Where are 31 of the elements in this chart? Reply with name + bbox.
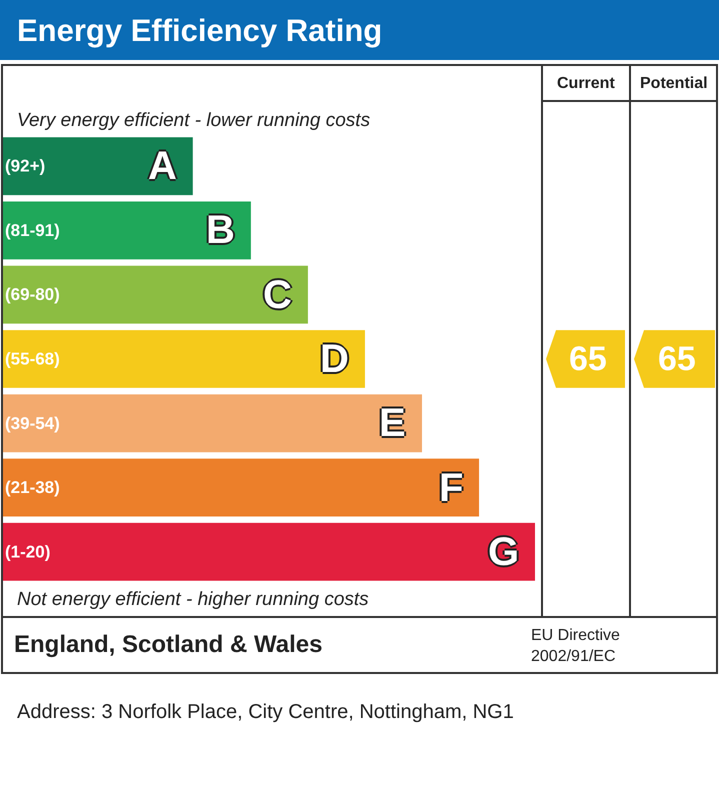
bar — [2, 522, 535, 581]
y-tick-label: (69-80) — [5, 285, 60, 304]
annotation: D — [320, 337, 349, 381]
bar — [2, 266, 308, 324]
bar — [2, 394, 422, 452]
annotation: E — [379, 401, 406, 445]
text: England, Scotland & Wales — [14, 631, 322, 658]
y-tick-label: (81-91) — [5, 220, 60, 240]
bar — [2, 330, 365, 388]
text: Very energy efficient - lower running costs — [17, 110, 371, 131]
y-tick-label: (55-68) — [5, 350, 60, 368]
annotation: F — [439, 466, 464, 510]
chart-title: Energy Efficiency Rating — [17, 13, 382, 48]
text: Current — [557, 75, 616, 92]
text: Potential — [640, 75, 708, 92]
bar — [2, 202, 251, 260]
text: 65 — [658, 340, 696, 378]
text: EU Directive 2002/91/EC — [531, 627, 620, 665]
annotation: B — [206, 208, 235, 252]
bar — [2, 137, 193, 196]
y-tick-label: (39-54) — [5, 414, 60, 433]
annotation: G — [488, 530, 520, 574]
y-tick-label: (92+) — [5, 156, 46, 176]
bar — [2, 458, 480, 516]
text: 65 — [569, 340, 607, 378]
text: Not energy efficient - higher running costs — [17, 589, 370, 610]
y-tick-label: (21-38) — [5, 478, 60, 498]
text: Address: 3 Norfolk Place, City Centre, Nottingham, NG1 — [17, 701, 514, 723]
annotation: C — [263, 273, 292, 317]
y-tick-label: (1-20) — [5, 542, 50, 562]
annotation: A — [148, 144, 177, 188]
